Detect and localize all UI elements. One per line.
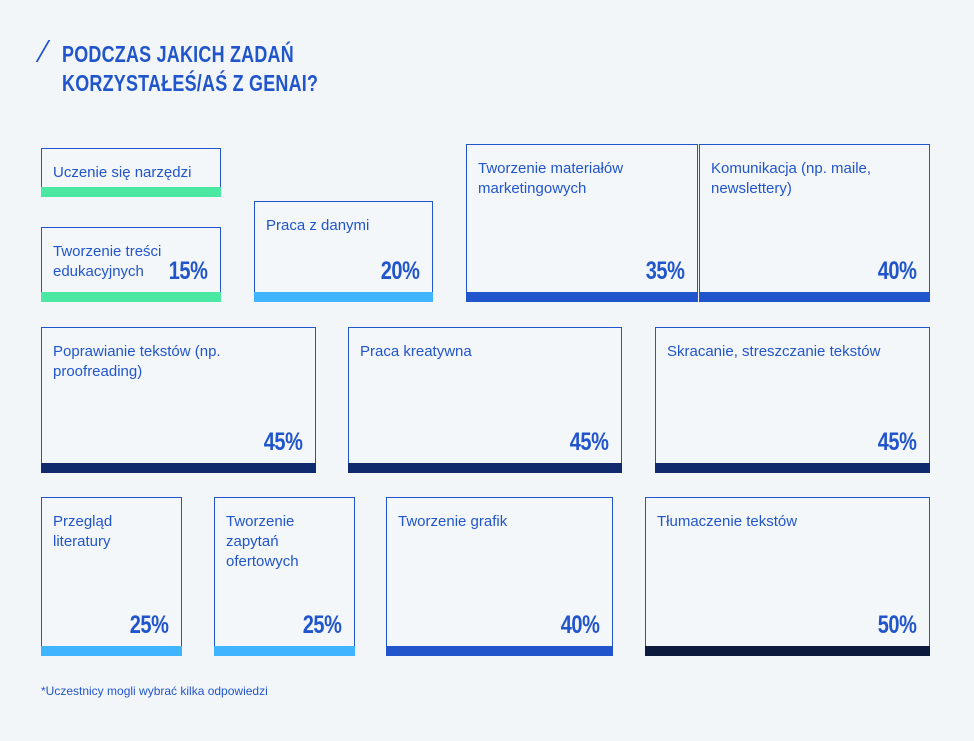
task-percent: 25% <box>130 611 169 639</box>
footnote: *Uczestnicy mogli wybrać kilka odpowiedz… <box>41 684 268 698</box>
task-percent: 45% <box>570 428 609 456</box>
task-label: Uczenie się narzędzi <box>53 164 192 181</box>
task-card: Tłumaczenie tekstów 50% <box>645 497 930 656</box>
percent-color-bar <box>348 463 622 473</box>
task-card: Praca z danymi 20% <box>254 201 433 302</box>
percent-color-bar <box>41 463 316 473</box>
task-percent: 15% <box>169 257 208 285</box>
task-label: Tłumaczenie tekstów <box>657 513 798 530</box>
percent-color-bar <box>41 292 221 302</box>
title-line-1: PODCZAS JAKICH ZADAŃ <box>62 41 294 67</box>
task-percent: 45% <box>878 428 917 456</box>
task-percent: 35% <box>646 257 685 285</box>
percent-color-bar <box>645 646 930 656</box>
task-percent: 40% <box>561 611 600 639</box>
task-label: Skracanie, streszczanie tekstów <box>667 343 881 360</box>
task-percent: 45% <box>264 428 303 456</box>
task-card: Praca kreatywna 45% <box>348 327 622 473</box>
task-card: Tworzenie zapytań ofertowych 25% <box>214 497 355 656</box>
task-percent: 20% <box>381 257 420 285</box>
task-card: Komunikacja (np. maile, newslettery) 40% <box>699 144 930 302</box>
percent-color-bar <box>41 187 221 197</box>
task-percent: 25% <box>303 611 342 639</box>
task-label: Tworzenie materiałów marketingowych <box>478 160 624 197</box>
task-card: Uczenie się narzędzi <box>41 148 221 197</box>
percent-color-bar <box>466 292 698 302</box>
percent-color-bar <box>699 292 930 302</box>
slash-decoration <box>35 40 51 62</box>
task-label: Poprawianie tekstów (np. proofreading) <box>53 343 221 380</box>
percent-color-bar <box>254 292 433 302</box>
task-card: Poprawianie tekstów (np. proofreading) 45… <box>41 327 316 473</box>
task-label: Praca z danymi <box>266 217 370 234</box>
task-card: Przegląd literatury 25% <box>41 497 182 656</box>
task-label: Komunikacja (np. maile, newslettery) <box>711 160 872 197</box>
task-percent: 50% <box>878 611 917 639</box>
task-label: Tworzenie zapytań ofertowych <box>226 513 299 570</box>
task-label: Przegląd literatury <box>53 513 113 550</box>
task-card: Tworzenie grafik 40% <box>386 497 613 656</box>
task-percent: 40% <box>878 257 917 285</box>
task-label: Tworzenie treści edukacyjnych <box>53 243 162 280</box>
task-label: Tworzenie grafik <box>398 513 508 530</box>
page-title: PODCZAS JAKICH ZADAŃ KORZYSTAŁEŚ/AŚ Z GE… <box>62 40 318 98</box>
task-card: Tworzenie materiałów marketingowych 35% <box>466 144 698 302</box>
percent-color-bar <box>386 646 613 656</box>
percent-color-bar <box>214 646 355 656</box>
title-line-2: KORZYSTAŁEŚ/AŚ Z GENAI? <box>62 70 319 96</box>
percent-color-bar <box>655 463 930 473</box>
task-card: Skracanie, streszczanie tekstów 45% <box>655 327 930 473</box>
percent-color-bar <box>41 646 182 656</box>
task-card: Tworzenie treści edukacyjnych 15% <box>41 227 221 302</box>
task-label: Praca kreatywna <box>360 343 472 360</box>
